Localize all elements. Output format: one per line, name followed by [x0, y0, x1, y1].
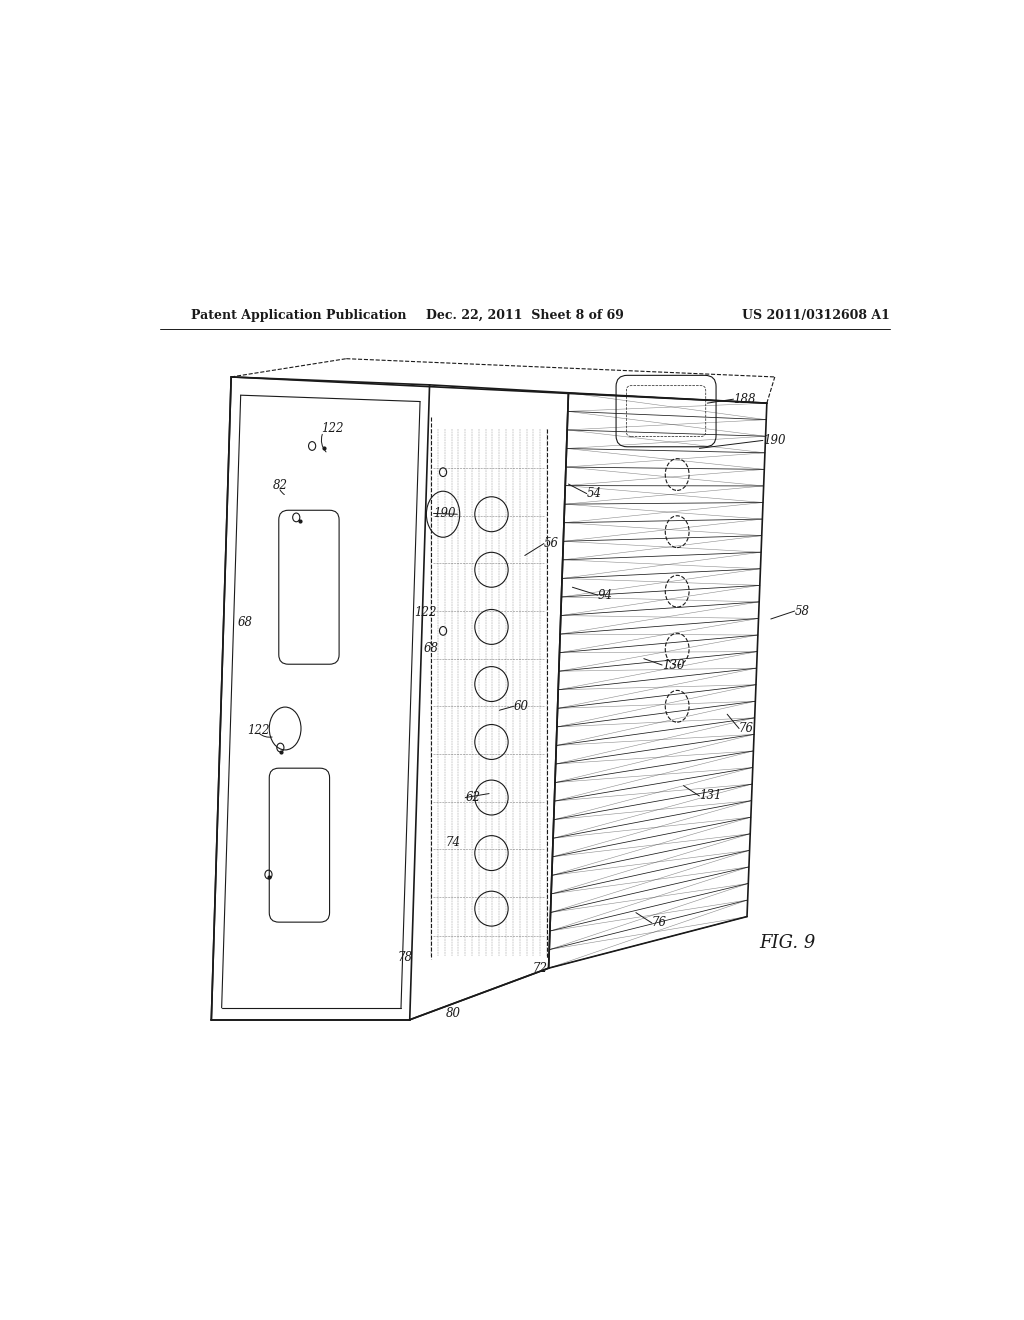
Text: 130: 130 — [663, 659, 685, 672]
Text: 94: 94 — [598, 589, 612, 602]
Text: 74: 74 — [445, 837, 461, 849]
Text: 60: 60 — [514, 700, 528, 713]
Text: Dec. 22, 2011  Sheet 8 of 69: Dec. 22, 2011 Sheet 8 of 69 — [426, 309, 624, 322]
Text: 62: 62 — [465, 791, 480, 804]
Text: 68: 68 — [424, 642, 439, 655]
Text: 54: 54 — [587, 487, 602, 500]
Text: 122: 122 — [247, 723, 269, 737]
Text: 122: 122 — [414, 606, 436, 619]
Text: US 2011/0312608 A1: US 2011/0312608 A1 — [742, 309, 890, 322]
Text: 190: 190 — [433, 507, 456, 520]
Text: 76: 76 — [652, 916, 667, 929]
Text: 122: 122 — [321, 422, 343, 436]
Text: 82: 82 — [272, 479, 288, 492]
Text: Patent Application Publication: Patent Application Publication — [191, 309, 407, 322]
Text: 188: 188 — [733, 392, 756, 405]
Text: 58: 58 — [795, 605, 810, 618]
Text: 76: 76 — [739, 722, 754, 735]
Text: 68: 68 — [238, 616, 253, 630]
Text: 78: 78 — [397, 952, 413, 965]
Text: 190: 190 — [763, 434, 785, 447]
Text: 72: 72 — [532, 962, 548, 974]
Text: FIG. 9: FIG. 9 — [759, 933, 815, 952]
Text: 131: 131 — [699, 789, 722, 803]
Text: 56: 56 — [544, 537, 559, 550]
Text: 80: 80 — [445, 1007, 461, 1020]
